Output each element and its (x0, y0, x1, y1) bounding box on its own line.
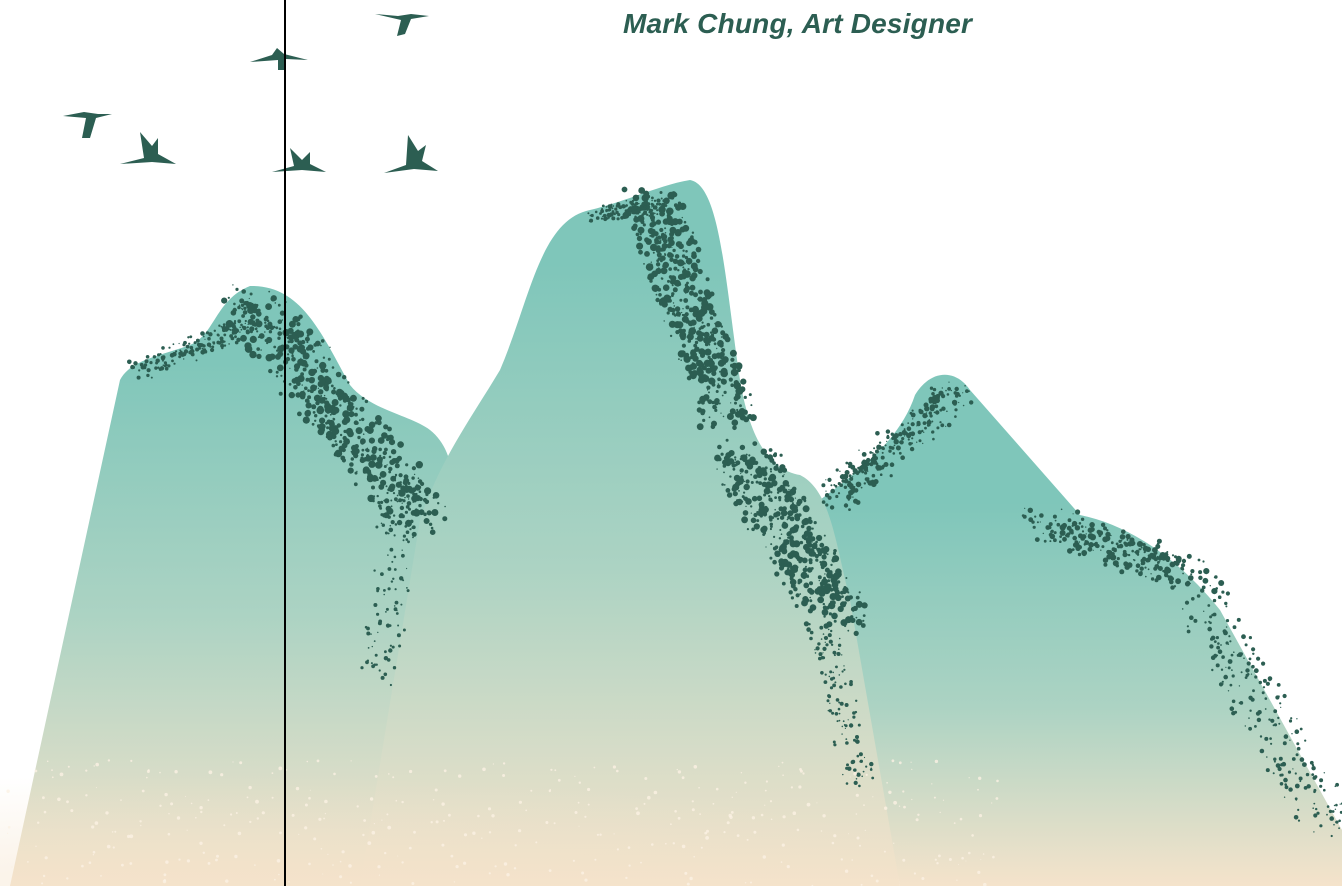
crane-icon (63, 112, 112, 138)
crane-icon (250, 48, 308, 70)
crane-icon (375, 14, 429, 36)
vertical-guide-line (284, 0, 286, 886)
designer-credit: Mark Chung, Art Designer (623, 8, 973, 39)
crane-icon (120, 132, 176, 164)
crane-flock (63, 14, 438, 173)
crane-icon (272, 148, 326, 172)
crane-icon (384, 135, 438, 173)
